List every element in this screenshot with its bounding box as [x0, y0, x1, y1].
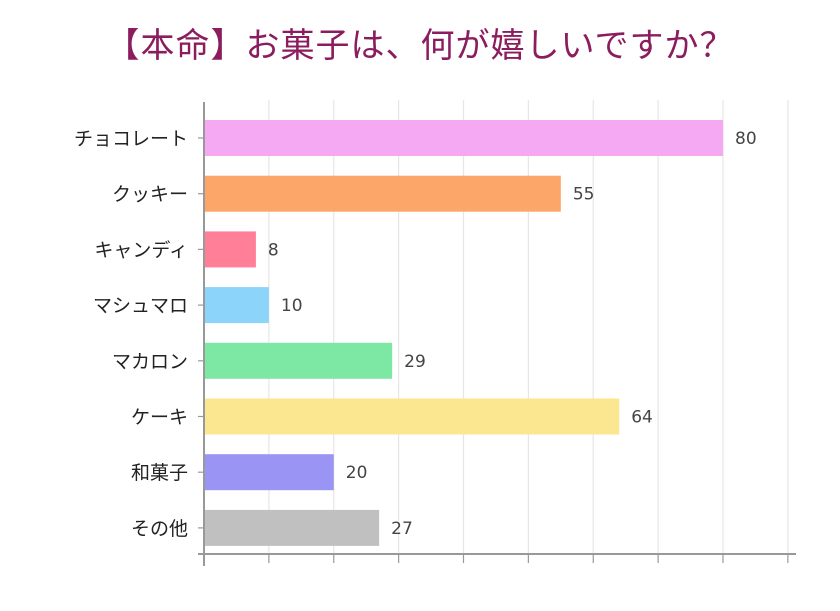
category-label: 和菓子 — [131, 462, 188, 484]
value-label: 29 — [404, 352, 426, 372]
bar — [204, 287, 269, 324]
category-label: マシュマロ — [93, 295, 188, 317]
value-label: 10 — [281, 296, 303, 316]
value-label: 8 — [268, 240, 279, 260]
bar — [204, 342, 393, 379]
bar — [204, 454, 334, 491]
value-label: 64 — [631, 408, 653, 428]
chart-title: 【本命】お菓子は、何が嬉しいですか？ — [105, 26, 735, 66]
category-label: その他 — [131, 518, 188, 540]
category-label: キャンディ — [94, 239, 188, 261]
value-label: 80 — [735, 129, 757, 149]
bar — [204, 398, 620, 435]
bar — [204, 175, 561, 212]
axes — [198, 102, 796, 566]
value-label: 27 — [391, 519, 413, 539]
bar — [204, 231, 256, 268]
value-label: 55 — [573, 185, 595, 205]
bar — [204, 509, 380, 546]
category-label: マカロン — [112, 351, 188, 373]
category-label: ケーキ — [131, 407, 188, 429]
bars — [204, 120, 723, 546]
value-label: 20 — [346, 463, 368, 483]
grid-lines — [268, 100, 789, 554]
category-label: クッキー — [112, 184, 188, 206]
labels: チョコレート 80 クッキー 55 キャンディ 8 マシュマロ 10 マカロン 29 ケーキ 64 和菓… — [74, 128, 757, 540]
bar — [204, 120, 723, 156]
category-label: チョコレート — [74, 128, 188, 150]
